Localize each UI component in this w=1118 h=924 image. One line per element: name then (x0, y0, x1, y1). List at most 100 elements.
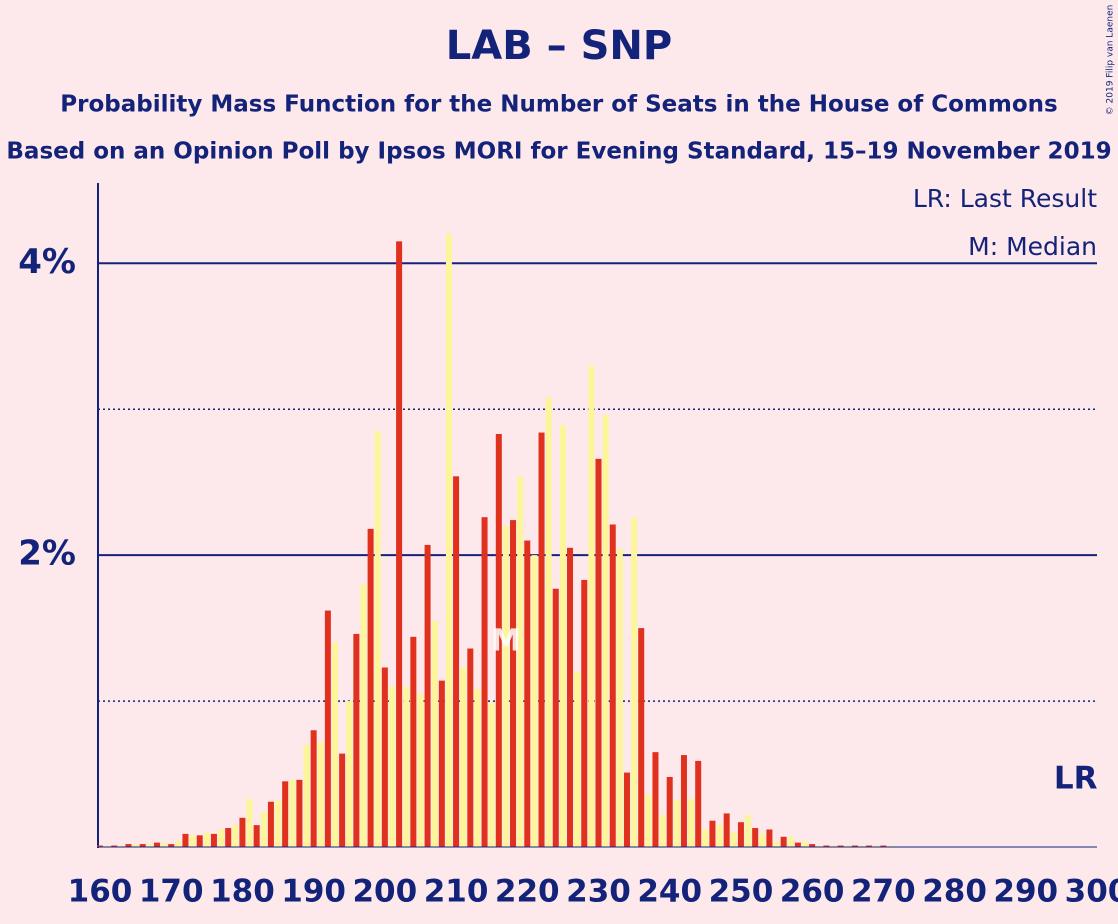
bar (652, 752, 659, 847)
bar (161, 842, 168, 847)
bar (367, 528, 374, 847)
bar (111, 845, 118, 847)
bar (424, 544, 431, 847)
bar (324, 610, 331, 847)
bar (453, 476, 460, 847)
bar (467, 648, 474, 847)
bar (267, 801, 274, 847)
y-tick-label: 4% (18, 242, 76, 282)
x-tick-label: 190 (281, 874, 346, 910)
bar (851, 845, 858, 847)
bar (723, 813, 730, 847)
bar (538, 432, 545, 847)
x-tick-label: 250 (709, 874, 774, 910)
x-tick-label: 280 (922, 874, 987, 910)
x-tick-label: 170 (139, 874, 204, 910)
bar (502, 525, 509, 847)
x-tick-label: 240 (637, 874, 702, 910)
bar (360, 584, 367, 847)
bar (702, 829, 709, 847)
bar (552, 588, 559, 847)
bar (595, 458, 602, 847)
bar (695, 760, 702, 847)
median-marker: M (491, 624, 521, 659)
bar (638, 628, 645, 847)
bar (303, 744, 310, 847)
bar (759, 833, 766, 847)
chart-subtitle: Based on an Opinion Poll by Ipsos MORI f… (6, 139, 1111, 165)
legend-entry: M: Median (968, 232, 1097, 261)
bar (132, 844, 139, 847)
bar (381, 667, 388, 847)
bar (396, 241, 403, 847)
bar (296, 779, 303, 847)
bar (567, 547, 574, 847)
bar (403, 686, 410, 847)
bar (631, 517, 638, 847)
bar (289, 779, 296, 847)
bar (823, 845, 830, 847)
bar (517, 476, 524, 847)
x-tick-label: 180 (210, 874, 275, 910)
bar (816, 845, 823, 847)
bar (887, 845, 894, 847)
bar (830, 845, 837, 847)
bar (317, 741, 324, 847)
x-tick-label: 270 (851, 874, 916, 910)
bar (431, 620, 438, 847)
x-tick-label: 200 (352, 874, 417, 910)
bar (438, 680, 445, 847)
bar (104, 845, 111, 847)
bar (794, 842, 801, 847)
y-tick-label: 2% (18, 534, 76, 574)
bar (574, 671, 581, 847)
bar (780, 836, 787, 847)
bar (559, 425, 566, 847)
bar (239, 817, 246, 847)
bar (787, 836, 794, 847)
bar (189, 835, 196, 847)
bar (616, 549, 623, 847)
bar (766, 829, 773, 847)
chart-subtitle: Probability Mass Function for the Number… (60, 92, 1057, 118)
bar (310, 730, 317, 847)
bar (153, 842, 160, 847)
bar (260, 811, 267, 847)
x-tick-label: 300 (1065, 874, 1118, 910)
bar (481, 517, 488, 847)
bar (246, 798, 253, 847)
bar (346, 701, 353, 847)
bar (609, 524, 616, 847)
bar (146, 844, 153, 847)
bar (210, 833, 217, 847)
bar (745, 814, 752, 847)
copyright: © 2019 Filip van Laenen (1106, 5, 1116, 116)
bar (737, 822, 744, 847)
bar (225, 828, 232, 847)
bar (488, 702, 495, 847)
bar (474, 689, 481, 847)
x-tick-label: 210 (424, 874, 489, 910)
bar (417, 693, 424, 847)
x-tick-label: 230 (566, 874, 631, 910)
x-tick-label: 160 (68, 874, 133, 910)
last-result-marker: LR (1054, 761, 1098, 797)
bar (168, 844, 175, 847)
bar (602, 415, 609, 847)
bar (495, 434, 502, 847)
bar (837, 845, 844, 847)
bar (880, 845, 887, 847)
bar (125, 844, 132, 847)
bar (374, 431, 381, 847)
bar (545, 397, 552, 847)
bar (332, 642, 339, 847)
bar (752, 828, 759, 847)
bar (858, 845, 865, 847)
bar (716, 825, 723, 847)
x-tick-label: 290 (993, 874, 1058, 910)
bar (175, 841, 182, 847)
bar (709, 820, 716, 847)
bar (588, 365, 595, 847)
bar (680, 755, 687, 847)
bar (339, 753, 346, 847)
